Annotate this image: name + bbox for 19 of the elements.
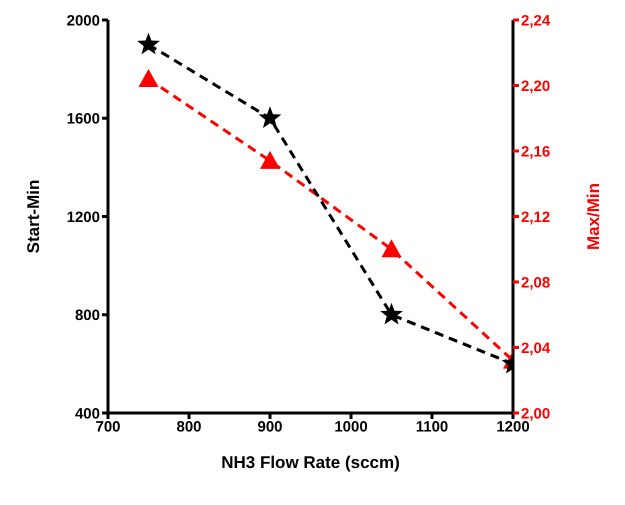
y-tick-label: 1200: [66, 208, 100, 226]
x-axis-title: NH3 Flow Rate (sccm): [221, 453, 400, 472]
y-axis-title: Start-Min: [24, 180, 44, 254]
point: [138, 68, 158, 87]
x-tick-label: 1100: [416, 418, 448, 436]
y-tick-label: 2000: [66, 12, 100, 30]
x-tick-label: 1000: [334, 418, 368, 436]
x-tick-label: 900: [257, 418, 283, 436]
y-tick-label: 800: [74, 307, 100, 324]
y2-tick-label: 2,20: [521, 78, 550, 95]
y2-tick-label: 2,12: [521, 208, 550, 226]
y-tick-label: 1600: [66, 110, 100, 128]
point: [260, 150, 280, 169]
y2-tick-label: 2,08: [521, 274, 550, 292]
y2-tick-label: 2,04: [521, 340, 551, 357]
x-tick-label: 800: [176, 418, 202, 436]
y2-axis-title: Max/Min: [584, 182, 604, 250]
y2-tick-label: 2,16: [521, 143, 550, 160]
y2-tick-label: 2,24: [521, 12, 551, 30]
